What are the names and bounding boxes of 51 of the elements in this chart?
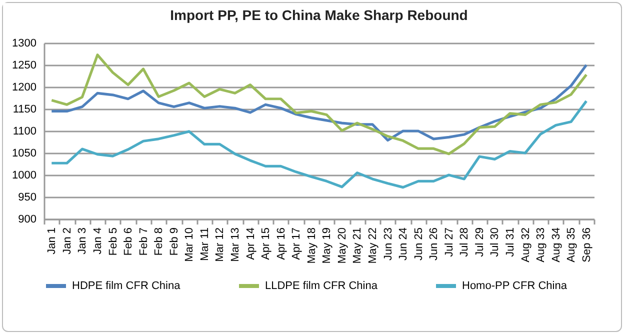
- y-tick-label: 1250: [12, 60, 36, 72]
- x-tick-label: May 18: [306, 228, 318, 264]
- x-tick-label: Feb 9: [168, 228, 180, 256]
- x-tick-label: May 19: [321, 228, 334, 264]
- x-tick-label: Mar 13: [229, 228, 242, 262]
- chart-title: Import PP, PE to China Make Sharp Rebound: [170, 7, 468, 23]
- x-tick-label: Apr 15: [260, 228, 272, 260]
- x-tick-label: May 21: [352, 228, 364, 264]
- y-tick-label: 1200: [12, 82, 36, 94]
- x-tick-label: Jun 26: [428, 228, 440, 261]
- x-tick-label: Jun 25: [412, 228, 425, 261]
- x-tick-label: Jul 30: [489, 228, 502, 257]
- y-tick-label: 1100: [12, 126, 36, 138]
- x-tick-label: Jul 27: [443, 228, 456, 257]
- x-tick-label: Sep 36: [580, 228, 593, 262]
- line-series: [50, 100, 588, 189]
- y-tick-label: 900: [18, 214, 36, 226]
- x-tick-label: Mar 10: [184, 228, 196, 262]
- x-tick-label: Feb 7: [138, 228, 150, 256]
- legend-label: Homo-PP CFR China: [462, 280, 568, 292]
- x-tick-label: Mar 12: [214, 228, 226, 262]
- line-series: [50, 54, 588, 156]
- x-tick-label: Jul 29: [474, 228, 486, 257]
- y-tick-label: 1300: [12, 38, 36, 50]
- x-tick-label: May 20: [336, 228, 348, 264]
- x-tick-label: Apr 14: [244, 228, 257, 260]
- x-tick-label: Feb 6: [122, 228, 135, 256]
- x-tick-label: Jul 31: [504, 228, 516, 257]
- x-tick-label: Jan 3: [76, 228, 89, 254]
- x-tick-label: Jun 23: [382, 228, 394, 261]
- x-tick-label: Jun 24: [398, 228, 410, 261]
- y-tick-label: 1150: [12, 104, 36, 116]
- x-tick-label: Jan 2: [61, 228, 74, 254]
- x-tick-label: Feb 8: [153, 228, 166, 256]
- x-tick-label: Aug 33: [535, 228, 548, 262]
- x-tick-label: Aug 35: [566, 228, 578, 262]
- x-tick-label: May 22: [366, 228, 379, 264]
- x-tick-label: Mar 11: [198, 228, 211, 261]
- y-tick-label: 1000: [12, 170, 36, 182]
- x-tick-label: Jan 4: [92, 228, 104, 254]
- y-tick-label: 950: [18, 192, 36, 204]
- x-tick-label: Aug 32: [520, 228, 532, 262]
- x-tick-label: Aug 34: [550, 228, 562, 262]
- legend-label: HDPE film CFR China: [72, 280, 182, 292]
- x-tick-label: Jul 28: [458, 228, 471, 257]
- x-tick-label: Apr 17: [290, 228, 303, 260]
- x-tick-label: Jan 1: [46, 228, 58, 254]
- x-tick-label: Apr 16: [275, 228, 288, 260]
- legend-label: LLDPE film CFR China: [265, 280, 378, 292]
- y-tick-label: 1050: [12, 148, 36, 160]
- x-tick-label: Feb 5: [107, 228, 120, 256]
